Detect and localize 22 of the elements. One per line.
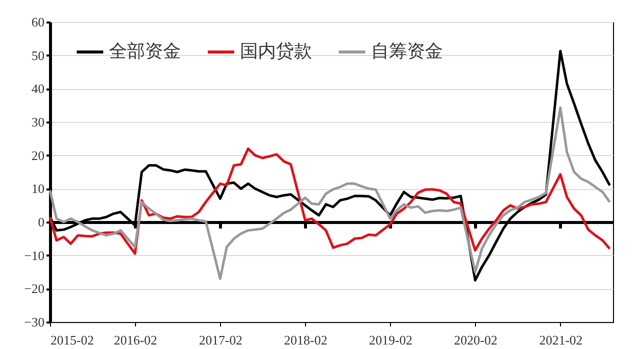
legend-label: 全部资金: [109, 41, 181, 62]
legend-label: 国内贷款: [240, 41, 312, 62]
y-tick-label: 50: [32, 48, 44, 63]
y-tick-label: 0: [38, 214, 44, 230]
y-tick-label: 20: [32, 148, 44, 163]
x-tick-label: 2020-02: [454, 332, 498, 348]
y-tick-label: −20: [24, 281, 44, 296]
x-tick-label: 2016-02: [114, 332, 158, 348]
x-tick-label: 2021-02: [539, 332, 583, 348]
y-tick-label: 40: [32, 81, 44, 96]
x-tick-label: 2018-02: [284, 332, 328, 348]
y-tick-label: −10: [24, 248, 44, 263]
line-series: [48, 106, 611, 280]
x-tick-label: 2019-02: [369, 332, 412, 348]
y-tick-label: 60: [32, 14, 44, 30]
x-tick-label: 2015-02: [50, 332, 94, 348]
y-tick-label: 30: [32, 114, 44, 130]
y-tick-label: −30: [24, 314, 44, 330]
y-tick-label: 10: [32, 181, 44, 196]
line-series: [48, 147, 611, 255]
x-tick-label: 2017-02: [199, 332, 242, 348]
legend-label: 自筹资金: [371, 41, 443, 62]
